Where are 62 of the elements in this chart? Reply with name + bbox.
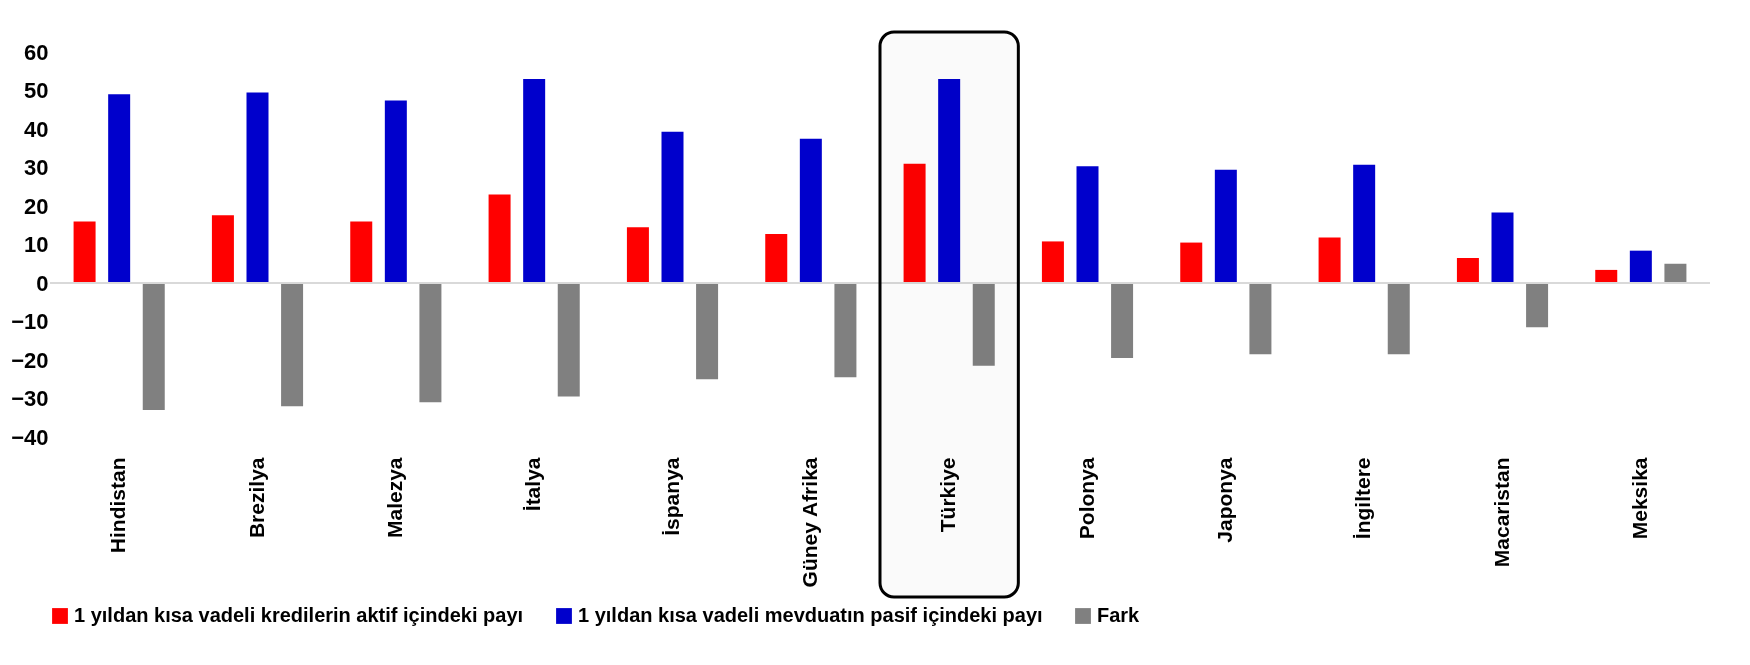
y-tick-label: 10 <box>24 232 49 257</box>
bar <box>938 78 961 283</box>
bar <box>1041 241 1064 283</box>
bar <box>1214 169 1237 283</box>
x-tick-label: Türkiye <box>936 457 960 533</box>
bar <box>142 283 165 411</box>
y-tick-label: 50 <box>24 78 49 103</box>
x-tick-label: Güney Afrika <box>797 457 821 588</box>
bar <box>1491 212 1514 283</box>
bar <box>1387 283 1410 355</box>
bar <box>419 283 442 403</box>
y-tick-label: −20 <box>11 347 49 373</box>
x-tick-label: İtalya <box>521 457 545 512</box>
bar <box>661 131 684 283</box>
y-tick-label: −30 <box>11 386 49 411</box>
bar <box>523 78 546 283</box>
bar <box>1249 283 1272 355</box>
x-tick-label: İspanya <box>659 457 683 536</box>
bar <box>557 283 580 397</box>
bar <box>211 215 234 283</box>
legend-label: Fark <box>1097 604 1141 626</box>
x-tick-label: İngiltere <box>1351 457 1375 540</box>
bar <box>73 221 96 283</box>
y-tick-label: 20 <box>24 193 49 219</box>
bar <box>350 221 373 283</box>
y-tick-label: −10 <box>11 309 49 334</box>
bar <box>1076 166 1099 283</box>
bar <box>1318 237 1341 283</box>
bar <box>799 138 822 283</box>
legend-label: 1 yıldan kısa vadeli kredilerin aktif içindeki payı <box>74 604 524 626</box>
y-tick-label: 30 <box>24 155 49 180</box>
x-tick-label: Meksika <box>1627 457 1651 540</box>
x-tick-label: Hindistan <box>106 457 130 554</box>
x-tick-label: Polonya <box>1074 457 1098 540</box>
y-tick-label: 40 <box>24 116 49 142</box>
bar <box>903 163 926 283</box>
x-tick-label: Malezya <box>382 457 406 539</box>
bar <box>1353 164 1376 283</box>
bar <box>1595 269 1618 283</box>
bar <box>246 92 269 283</box>
bar <box>108 94 131 283</box>
x-tick-label: Japonya <box>1212 457 1236 543</box>
bar <box>1111 283 1134 359</box>
x-tick-label: Brezilya <box>244 457 268 539</box>
y-tick-label: 60 <box>24 39 49 65</box>
bar <box>765 234 788 283</box>
bar <box>1629 250 1652 283</box>
x-tick-label: Macaristan <box>1489 457 1513 568</box>
bar <box>1664 263 1687 283</box>
bar <box>384 100 407 283</box>
bar <box>488 194 511 283</box>
y-tick-label: −40 <box>11 424 49 450</box>
bar <box>1180 242 1203 283</box>
bar <box>696 283 719 380</box>
bar <box>626 227 649 283</box>
bar <box>281 283 304 407</box>
legend-label: 1 yıldan kısa vadeli mevduatın pasif içindeki payı <box>578 604 1043 626</box>
bar <box>1456 257 1479 283</box>
bar <box>972 283 995 366</box>
bar <box>834 283 857 378</box>
bar <box>1526 283 1549 328</box>
y-tick-label: 0 <box>36 270 49 296</box>
